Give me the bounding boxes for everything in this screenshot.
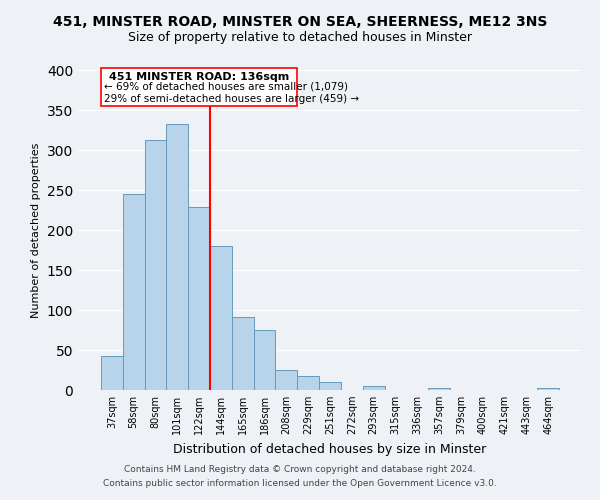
Text: ← 69% of detached houses are smaller (1,079): ← 69% of detached houses are smaller (1,… — [104, 82, 348, 92]
Text: Size of property relative to detached houses in Minster: Size of property relative to detached ho… — [128, 31, 472, 44]
Text: 451 MINSTER ROAD: 136sqm: 451 MINSTER ROAD: 136sqm — [109, 72, 289, 83]
Bar — [428, 388, 450, 390]
Bar — [210, 246, 232, 390]
Bar — [297, 376, 319, 390]
FancyBboxPatch shape — [101, 68, 297, 106]
Text: Contains HM Land Registry data © Crown copyright and database right 2024.
Contai: Contains HM Land Registry data © Crown c… — [103, 466, 497, 487]
Bar — [275, 370, 297, 390]
Bar — [537, 388, 559, 390]
Bar — [363, 386, 385, 390]
Bar — [101, 356, 123, 390]
Text: 29% of semi-detached houses are larger (459) →: 29% of semi-detached houses are larger (… — [104, 94, 359, 104]
Bar — [254, 330, 275, 390]
Bar — [145, 140, 166, 390]
Text: 451, MINSTER ROAD, MINSTER ON SEA, SHEERNESS, ME12 3NS: 451, MINSTER ROAD, MINSTER ON SEA, SHEER… — [53, 16, 547, 30]
Bar — [188, 207, 210, 390]
Bar — [319, 382, 341, 390]
Y-axis label: Number of detached properties: Number of detached properties — [31, 142, 41, 318]
Bar — [232, 317, 254, 390]
Bar — [166, 124, 188, 390]
Bar — [123, 194, 145, 390]
X-axis label: Distribution of detached houses by size in Minster: Distribution of detached houses by size … — [173, 442, 487, 456]
